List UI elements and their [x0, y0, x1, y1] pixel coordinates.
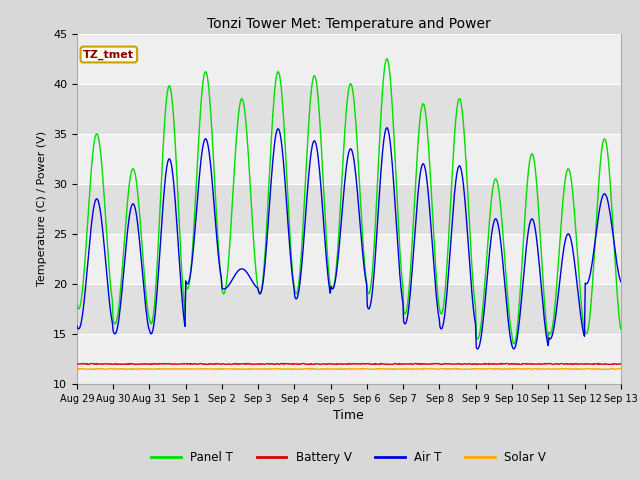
Bar [77, 284, 621, 334]
Air T [194, 191, 202, 197]
Battery V [481, 361, 489, 367]
Battery V [194, 361, 202, 367]
Air T [223, 285, 230, 290]
Bar [77, 34, 621, 84]
Air T [139, 272, 147, 278]
Solar V [417, 366, 424, 372]
Panel T [139, 251, 147, 256]
Battery V [541, 360, 549, 366]
Battery V [431, 361, 438, 367]
Battery V [223, 361, 230, 367]
Solar V [139, 366, 147, 372]
X-axis label: Time: Time [333, 409, 364, 422]
Legend: Panel T, Battery V, Air T, Solar V: Panel T, Battery V, Air T, Solar V [147, 446, 551, 468]
Air T [73, 323, 81, 329]
Line: Battery V: Battery V [77, 363, 621, 364]
Battery V [83, 360, 90, 366]
Title: Tonzi Tower Met: Temperature and Power: Tonzi Tower Met: Temperature and Power [207, 17, 491, 31]
Battery V [617, 361, 625, 367]
Panel T [510, 341, 518, 347]
Air T [383, 125, 391, 131]
Bar [77, 334, 621, 384]
Battery V [139, 361, 147, 367]
Bar [77, 234, 621, 284]
Text: TZ_tmet: TZ_tmet [83, 49, 134, 60]
Battery V [73, 361, 81, 367]
Panel T [73, 302, 81, 308]
Panel T [431, 262, 439, 267]
Panel T [416, 120, 424, 126]
Panel T [383, 56, 391, 61]
Solar V [265, 366, 273, 372]
Air T [416, 176, 424, 182]
Line: Air T: Air T [77, 128, 621, 349]
Panel T [223, 279, 230, 285]
Bar [77, 184, 621, 234]
Air T [431, 283, 439, 289]
Battery V [415, 361, 422, 367]
Solar V [195, 366, 202, 372]
Solar V [433, 366, 440, 372]
Solar V [83, 366, 90, 372]
Air T [83, 273, 90, 278]
Panel T [83, 234, 90, 240]
Air T [617, 279, 625, 285]
Bar [77, 84, 621, 134]
Line: Panel T: Panel T [77, 59, 621, 344]
Y-axis label: Temperature (C) / Power (V): Temperature (C) / Power (V) [37, 131, 47, 287]
Line: Solar V: Solar V [77, 369, 621, 370]
Solar V [73, 366, 81, 372]
Air T [474, 346, 482, 352]
Panel T [194, 152, 202, 157]
Solar V [223, 366, 231, 372]
Solar V [617, 366, 625, 372]
Panel T [617, 326, 625, 332]
Bar [77, 134, 621, 184]
Solar V [149, 367, 157, 372]
